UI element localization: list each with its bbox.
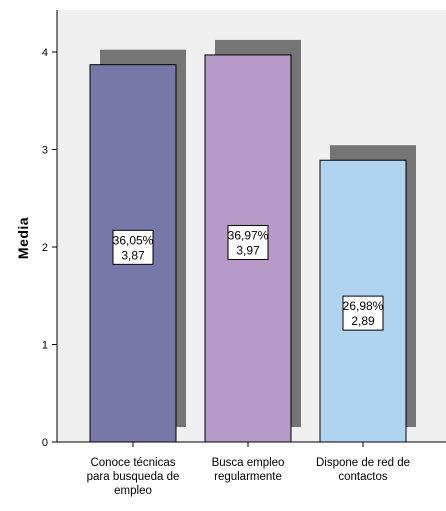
y-tick-label: 4 xyxy=(42,47,48,59)
x-tick-label: Dispone de red de xyxy=(316,457,410,469)
data-label-box xyxy=(227,224,269,260)
data-label-box xyxy=(112,229,154,265)
x-tick-label: para busqueda de xyxy=(87,471,180,483)
x-tick-label: Busca empleo xyxy=(212,457,285,469)
data-labels: 36,05%3,87 36,97%3,97 26,98%2,89 xyxy=(112,224,384,331)
data-label-percent: 26,98% xyxy=(343,299,384,313)
y-tick-label: 1 xyxy=(42,340,48,352)
data-label-value: 3,97 xyxy=(236,243,260,257)
x-tick-label: contactos xyxy=(338,471,387,483)
data-label-value: 3,87 xyxy=(121,248,145,262)
x-tick-label: empleo xyxy=(114,485,152,497)
axes: Conoce técnicas para busqueda de empleo Bus… xyxy=(42,10,446,497)
y-tick-label: 0 xyxy=(42,437,48,449)
x-tick-label: Conoce técnicas xyxy=(90,457,175,469)
data-label-percent: 36,97% xyxy=(228,228,269,242)
data-label-box xyxy=(342,295,384,331)
y-tick-label: 2 xyxy=(42,242,48,254)
y-tick-label: 3 xyxy=(42,145,48,157)
y-axis-title: Media xyxy=(15,217,31,259)
x-tick-label: regularmente xyxy=(214,471,282,483)
data-label-value: 2,89 xyxy=(351,314,375,328)
bar xyxy=(319,159,407,443)
data-label-percent: 36,05% xyxy=(113,233,154,247)
